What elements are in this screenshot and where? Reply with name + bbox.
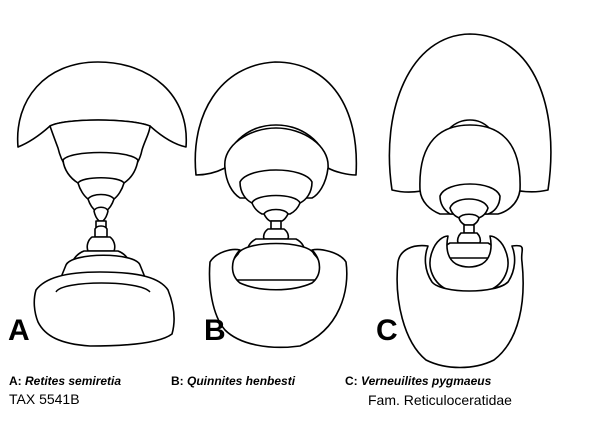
- whorl-b-upper-4: [251, 194, 301, 215]
- panel-letter-c: C: [376, 314, 398, 347]
- caption-a-key: A:: [9, 374, 22, 388]
- panel-letter-a: A: [8, 314, 30, 347]
- caption-b: B: Quinnites henbesti: [171, 374, 295, 388]
- shell-section-b: [194, 61, 358, 349]
- whorl-c-lower-1: [456, 232, 482, 244]
- shell-section-a: [16, 61, 187, 347]
- tax-label: TAX 5541B: [9, 391, 80, 407]
- caption-b-species: Quinnites henbesti: [187, 374, 296, 388]
- whorl-c-upper-4: [449, 198, 489, 219]
- caption-a: A: Retites semiretia: [9, 374, 121, 388]
- whorl-a-lower-4-inner: [55, 282, 151, 293]
- whorl-b-core: [270, 220, 282, 230]
- shell-section-c: [388, 33, 552, 369]
- caption-c: C: Verneuilites pygmaeus: [345, 374, 491, 388]
- whorl-c-core: [463, 224, 475, 234]
- whorl-c-upper-5: [458, 213, 480, 226]
- whorl-b-upper-3: [239, 169, 313, 204]
- whorl-a-upper-3: [62, 151, 139, 184]
- caption-c-key: C:: [345, 374, 358, 388]
- whorl-a-lower-1: [86, 236, 116, 252]
- whorl-a-upper-4: [77, 176, 125, 200]
- family-label: Fam. Reticuloceratidae: [368, 392, 512, 408]
- whorl-b-lower-1: [262, 228, 290, 240]
- whorl-b-lower-4: [208, 248, 348, 349]
- whorl-a-upper-5: [87, 193, 115, 212]
- whorl-a-upper-6: [93, 206, 109, 222]
- whorl-a-core-2: [94, 225, 108, 238]
- whorl-b-upper-5: [263, 208, 289, 222]
- whorl-b-lower-3: [228, 242, 324, 281]
- panel-letter-b: B: [204, 314, 226, 347]
- caption-a-species: Retites semiretia: [25, 374, 122, 388]
- whorl-c-lower-4: [396, 244, 524, 369]
- caption-b-key: B:: [171, 374, 184, 388]
- caption-c-species: Verneuilites pygmaeus: [361, 374, 492, 388]
